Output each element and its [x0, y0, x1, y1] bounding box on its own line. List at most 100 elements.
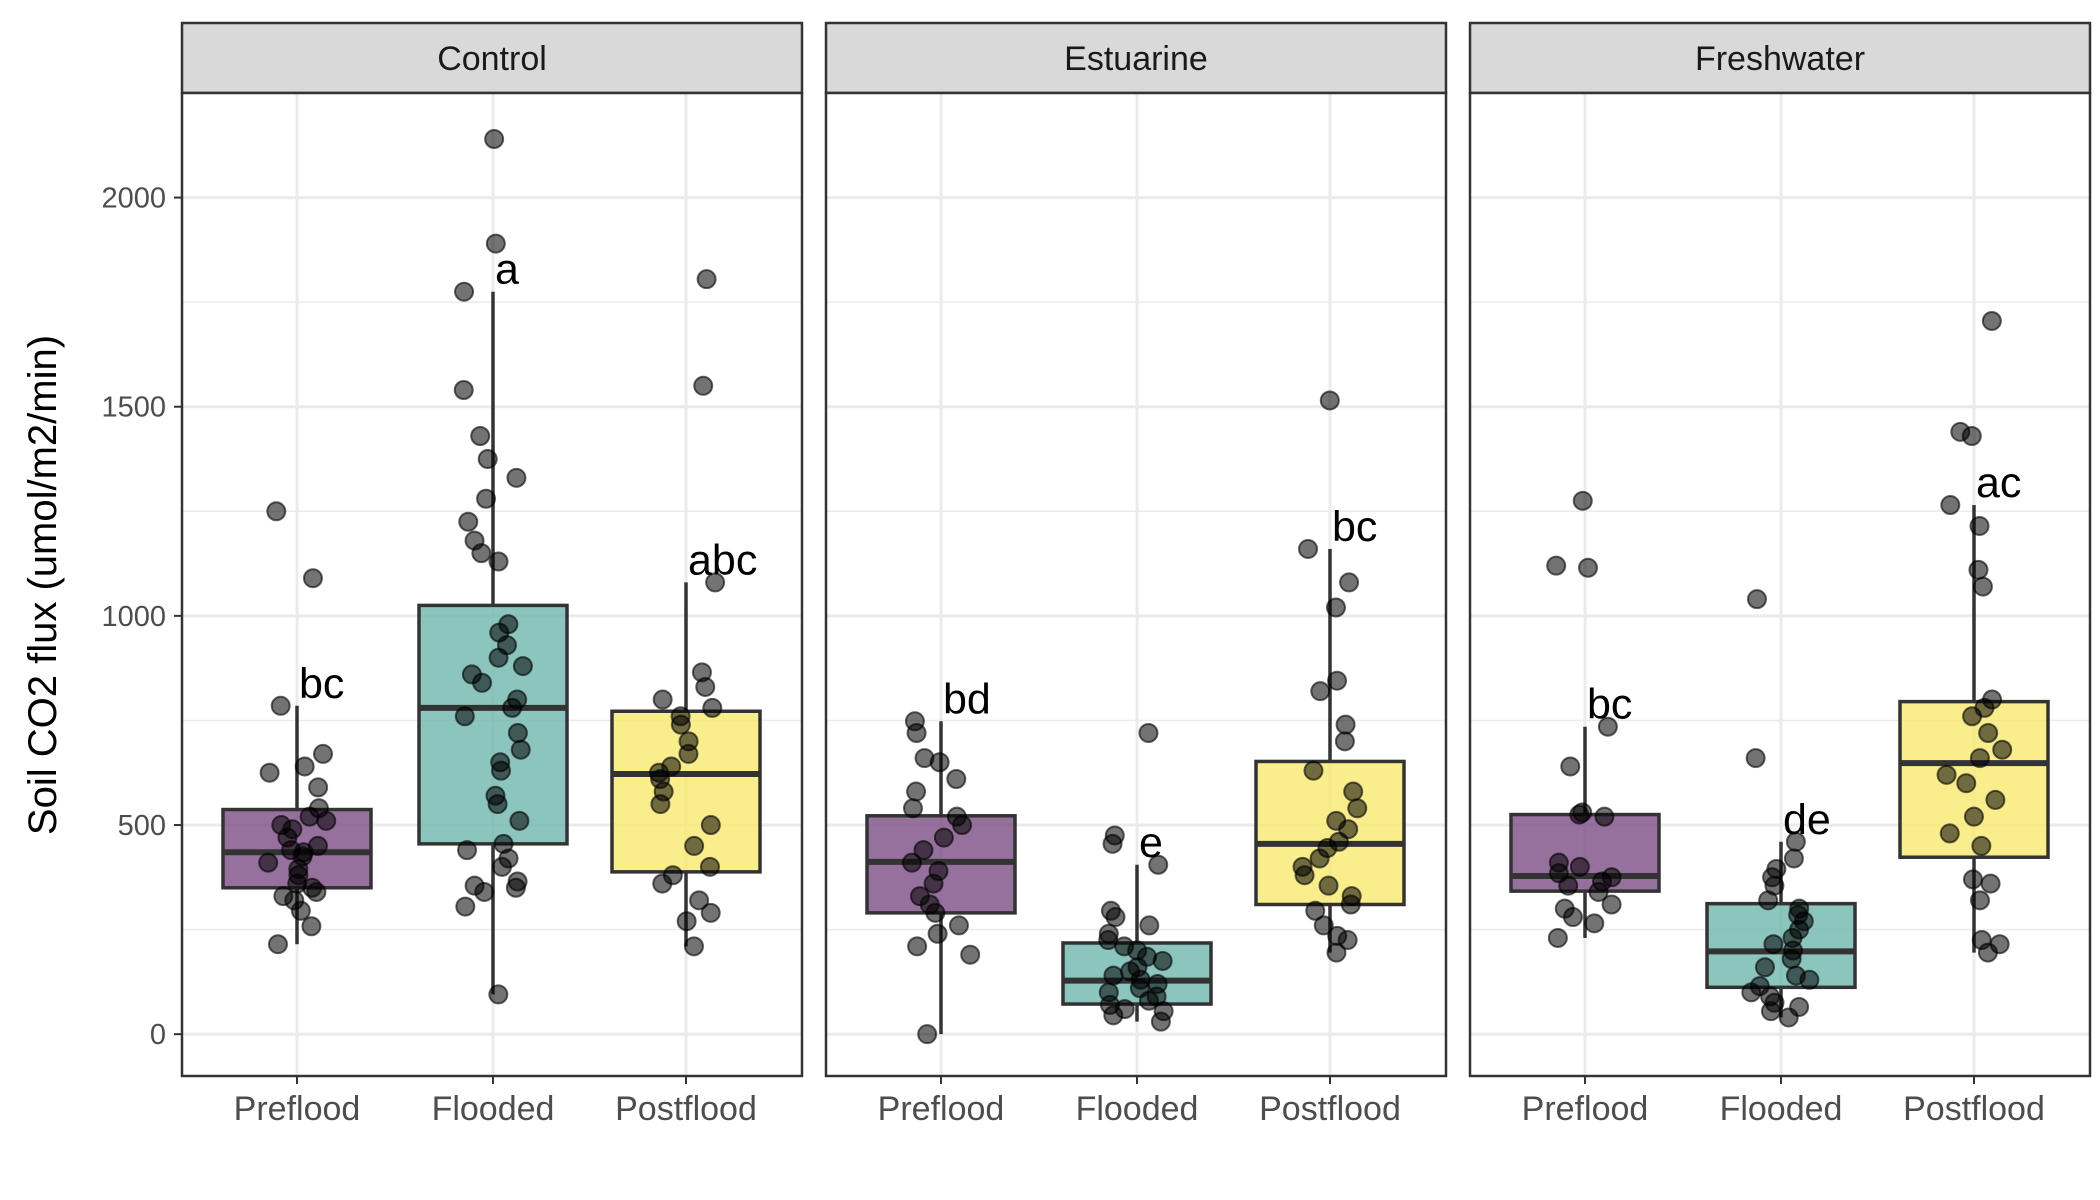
data-point: [946, 769, 967, 790]
data-point: [691, 662, 712, 683]
data-point: [458, 511, 479, 532]
data-point: [454, 706, 475, 727]
data-point: [700, 815, 721, 836]
facet-estuarine: Estuarine bd Preflood e Flooded bc Postflood: [824, 21, 1448, 1128]
group-preflood: bc: [221, 501, 373, 955]
data-point: [258, 852, 279, 873]
data-point: [913, 840, 934, 861]
data-point: [1940, 495, 1961, 516]
group-postflood: bc: [1254, 390, 1406, 963]
data-point: [476, 488, 497, 509]
data-point: [294, 756, 315, 777]
data-point: [506, 467, 527, 488]
data-point: [1343, 781, 1364, 802]
data-point: [693, 375, 714, 396]
data-point: [1313, 915, 1334, 936]
data-point: [661, 756, 682, 777]
data-point: [1327, 670, 1348, 691]
significance-letter: a: [495, 246, 519, 294]
data-point: [678, 731, 699, 752]
data-point: [509, 810, 530, 831]
data-point: [1318, 875, 1339, 896]
data-point: [1968, 559, 1989, 580]
data-point: [455, 896, 476, 917]
data-point: [1305, 900, 1326, 921]
data-point: [1335, 714, 1356, 735]
data-point: [1980, 873, 2001, 894]
data-point: [1972, 576, 1993, 597]
data-point: [1341, 886, 1362, 907]
data-point: [1989, 934, 2010, 955]
facet-strip: [180, 21, 804, 95]
data-point: [1569, 856, 1590, 877]
significance-letter: e: [1139, 819, 1163, 867]
data-point: [1597, 716, 1618, 737]
data-point: [1969, 890, 1990, 911]
significance-letter: bd: [943, 675, 991, 723]
data-point: [512, 656, 533, 677]
data-point: [662, 865, 683, 886]
facet-label: Estuarine: [1064, 40, 1208, 78]
data-point: [302, 568, 323, 589]
facet-strip: [1468, 21, 2092, 95]
x-tick-label: Preflood: [1522, 1090, 1649, 1128]
facet-strip: [824, 21, 1448, 95]
data-point: [1548, 852, 1569, 873]
data-point: [1985, 789, 2006, 810]
data-point: [1939, 823, 1960, 844]
data-point: [907, 936, 928, 957]
group-flooded: a: [417, 129, 569, 1005]
data-point: [1950, 421, 1971, 442]
data-point: [493, 833, 514, 854]
data-point: [1347, 798, 1368, 819]
facet-panels: ControlbcPrefloodaFloodedabcPostfloodEst…: [180, 21, 2092, 1128]
data-point: [1292, 856, 1313, 877]
data-point: [1601, 867, 1622, 888]
data-point: [684, 835, 705, 856]
group-flooded: e: [1061, 722, 1213, 1032]
data-point: [1978, 722, 1999, 743]
data-point: [1334, 731, 1355, 752]
panel-border: [180, 91, 804, 1078]
group-preflood: bd: [865, 675, 1017, 1045]
data-point: [1138, 722, 1159, 743]
data-point: [1546, 555, 1567, 576]
data-point: [699, 856, 720, 877]
data-point: [705, 572, 726, 593]
data-point: [1785, 831, 1806, 852]
data-point: [1325, 597, 1346, 618]
data-point: [1763, 934, 1784, 955]
data-point: [1578, 557, 1599, 578]
data-point: [490, 752, 511, 773]
x-tick-label: Preflood: [878, 1090, 1005, 1128]
group-postflood: ac: [1898, 310, 2050, 963]
data-point: [946, 806, 967, 827]
y-tick-label: 2000: [101, 183, 166, 215]
data-point: [1749, 976, 1770, 997]
data-point: [1956, 773, 1977, 794]
data-point: [464, 530, 485, 551]
data-point: [259, 762, 280, 783]
data-point: [1327, 925, 1348, 946]
data-point: [488, 551, 509, 572]
significance-letter: ac: [1976, 459, 2021, 507]
y-axis: 0 500 1000 1500 2000: [101, 183, 182, 1051]
data-point: [909, 886, 930, 907]
data-point: [485, 233, 506, 254]
data-point: [307, 835, 328, 856]
data-point: [927, 923, 948, 944]
data-point: [902, 798, 923, 819]
data-point: [1147, 973, 1168, 994]
data-point: [1098, 923, 1119, 944]
data-point: [670, 706, 691, 727]
data-point: [488, 984, 509, 1005]
data-point: [477, 449, 498, 470]
data-point: [1139, 915, 1160, 936]
data-point: [1789, 898, 1810, 919]
data-point: [1971, 835, 1992, 856]
y-tick-label: 1500: [101, 392, 166, 424]
y-tick-label: 1000: [101, 601, 166, 633]
data-point: [683, 936, 704, 957]
data-point: [652, 689, 673, 710]
